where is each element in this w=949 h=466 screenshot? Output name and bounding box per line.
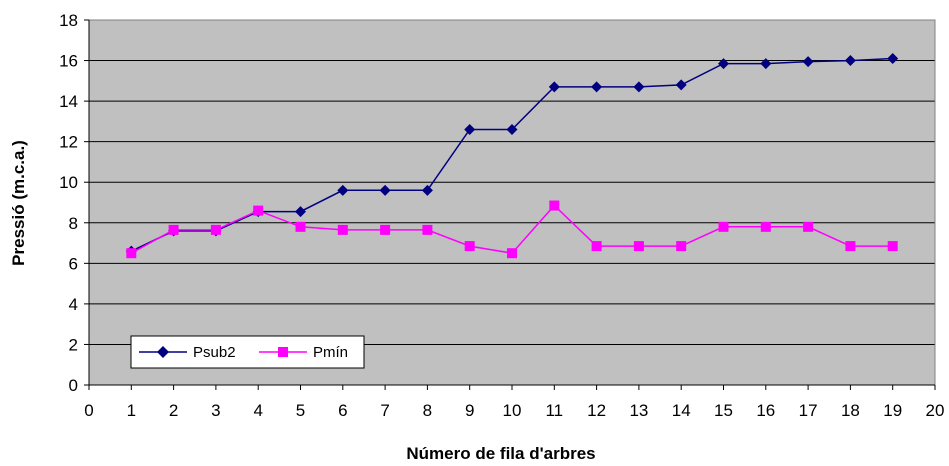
y-tick-label-9: 18 xyxy=(59,11,78,30)
series-0-point-15 xyxy=(760,58,772,70)
series-1-point-8 xyxy=(464,241,475,252)
series-layer xyxy=(125,53,899,259)
series-1 xyxy=(126,200,898,259)
x-tick-label-6: 6 xyxy=(338,401,347,420)
legend-label-psub2: Psub2 xyxy=(193,344,236,361)
series-1-point-11 xyxy=(591,241,602,252)
series-1-point-3 xyxy=(253,205,264,216)
legend-marker-psub2 xyxy=(157,346,169,358)
series-1-point-5 xyxy=(337,224,348,235)
x-tick-labels: 0 1 2 3 4 5 6 7 8 9 10 11 12 13 14 15 16 17 18 19 20 xyxy=(84,401,944,420)
series-1-point-7 xyxy=(422,224,433,235)
series-0-point-7 xyxy=(421,184,433,196)
x-tick-label-7: 7 xyxy=(380,401,389,420)
y-tick-label-0: 0 xyxy=(69,376,78,395)
series-0-point-17 xyxy=(844,55,856,67)
y-tick-labels: 0 2 4 6 8 10 12 14 16 18 xyxy=(59,11,78,395)
series-0-point-13 xyxy=(675,79,687,91)
series-1-point-2 xyxy=(210,224,221,235)
y-tick-label-7: 14 xyxy=(59,92,78,111)
series-0-point-12 xyxy=(633,81,645,93)
legend-marker-pmin xyxy=(278,347,288,357)
x-tick-label-8: 8 xyxy=(423,401,432,420)
x-tick-label-2: 2 xyxy=(169,401,178,420)
x-tick-label-11: 11 xyxy=(545,401,563,420)
series-0-point-6 xyxy=(379,184,391,196)
series-1-point-6 xyxy=(380,224,391,235)
axes xyxy=(84,19,936,390)
y-tick-label-4: 8 xyxy=(69,214,78,233)
y-tick-label-1: 2 xyxy=(69,335,78,354)
series-1-point-18 xyxy=(887,241,898,252)
series-0-point-14 xyxy=(718,58,729,70)
x-tick-label-1: 1 xyxy=(127,401,136,420)
series-1-point-17 xyxy=(845,241,856,252)
series-0-point-5 xyxy=(337,184,349,196)
x-tick-label-0: 0 xyxy=(84,401,93,420)
y-tick-label-5: 10 xyxy=(59,173,78,192)
series-1-point-16 xyxy=(803,221,814,232)
x-tick-label-3: 3 xyxy=(211,401,220,420)
series-1-point-9 xyxy=(507,248,517,259)
x-tick-label-10: 10 xyxy=(503,401,522,420)
series-0-point-16 xyxy=(802,56,814,68)
legend: Psub2 Pmín xyxy=(130,335,365,369)
series-0-point-11 xyxy=(591,81,603,93)
series-1-point-10 xyxy=(549,200,560,211)
x-tick-label-13: 13 xyxy=(629,401,648,420)
series-1-point-4 xyxy=(295,221,306,232)
plot-area xyxy=(89,20,935,385)
series-0-point-9 xyxy=(506,124,518,135)
x-tick-label-18: 18 xyxy=(841,401,860,420)
series-1-point-15 xyxy=(760,221,771,232)
x-tick-label-16: 16 xyxy=(756,401,775,420)
series-1-point-1 xyxy=(168,224,179,235)
y-tick-label-6: 12 xyxy=(59,133,78,152)
x-tick-label-17: 17 xyxy=(799,401,818,420)
x-axis-title: Número de fila d'arbres xyxy=(406,444,595,463)
series-0-point-18 xyxy=(887,53,899,65)
x-tick-label-4: 4 xyxy=(253,401,262,420)
y-tick-label-2: 4 xyxy=(69,295,78,314)
x-tick-label-5: 5 xyxy=(296,401,305,420)
x-tick-label-12: 12 xyxy=(587,401,606,420)
x-tick-label-20: 20 xyxy=(926,401,945,420)
series-0-point-10 xyxy=(548,81,560,93)
series-1-point-0 xyxy=(126,248,137,259)
x-tick-label-15: 15 xyxy=(714,401,733,420)
series-0-point-8 xyxy=(464,124,476,135)
series-1-point-14 xyxy=(718,221,729,232)
series-0-point-4 xyxy=(295,206,306,218)
series-1-point-13 xyxy=(676,241,687,252)
x-tick-label-9: 9 xyxy=(465,401,474,420)
y-tick-label-3: 6 xyxy=(69,254,78,273)
y-tick-label-8: 16 xyxy=(59,52,78,71)
y-axis-title: Pressió (m.c.a.) xyxy=(9,140,28,266)
x-tick-label-14: 14 xyxy=(672,401,691,420)
series-1-point-12 xyxy=(633,241,644,252)
x-tick-label-19: 19 xyxy=(883,401,902,420)
legend-label-pmin: Pmín xyxy=(313,344,348,361)
